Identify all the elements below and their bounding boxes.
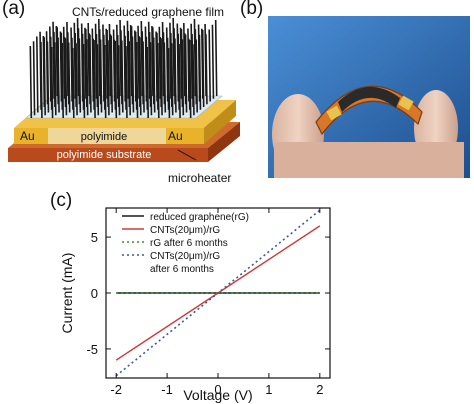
- cnt-strand: [110, 35, 113, 113]
- x-tick-label: 0: [214, 382, 221, 397]
- cnt-strand: [128, 41, 131, 116]
- device-photo: [268, 16, 470, 178]
- hand-lower: [274, 142, 464, 178]
- cnt-strand: [201, 29, 205, 108]
- cnt-strand: [99, 39, 103, 113]
- cnt-strand: [167, 47, 171, 119]
- cnt-strand: [61, 42, 64, 119]
- x-tick-label: 2: [316, 382, 323, 397]
- panel-label-c: (c): [50, 190, 73, 211]
- cnt-strand: [198, 34, 202, 110]
- polyimide-strip: [48, 128, 166, 144]
- cnt-strand: [82, 43, 86, 119]
- cnt-strand: [152, 37, 156, 113]
- device-gold-pad-2: [398, 95, 414, 111]
- legend-label: after 6 months: [150, 264, 214, 275]
- y-tick-label: -5: [86, 342, 98, 357]
- cnt-strand: [103, 44, 107, 119]
- y-axis-label: Current (mA): [59, 253, 75, 334]
- microheater-pointer: [177, 149, 197, 161]
- legend-label: reduced graphene(rG): [150, 212, 249, 223]
- cnt-strand: [40, 41, 43, 119]
- x-tick-label: 1: [265, 382, 272, 397]
- cnt-strand: [64, 38, 68, 116]
- cnt-strand: [142, 41, 145, 113]
- cnt-strand: [163, 42, 167, 113]
- cnt-strand: [205, 34, 208, 105]
- cnt-strand: [57, 37, 60, 113]
- cnt-strand: [32, 41, 36, 116]
- legend-label: CNTs(20μm)/rG: [150, 225, 220, 236]
- cnt-strand: [192, 44, 195, 116]
- panel-label-b: (b): [240, 0, 264, 19]
- cnt-strand: [160, 38, 163, 116]
- x-tick-label: -2: [110, 382, 122, 397]
- cnt-strand: [89, 34, 92, 113]
- cnt-strand: [214, 19, 218, 97]
- cnt-strand: [36, 36, 39, 113]
- substrate-side: [208, 122, 240, 162]
- cnt-strand: [181, 39, 185, 116]
- cnt-strand: [135, 41, 139, 119]
- cnt-strand: [195, 39, 198, 113]
- cnt-strand: [85, 39, 89, 116]
- cnt-strand: [157, 42, 160, 119]
- cnt-strand: [43, 37, 46, 116]
- cnt-strand: [139, 37, 142, 116]
- iv-chart: -2 -1 0 1 2 -5 0 5 reduced graphene(rG) CNTs(20μ…: [59, 207, 331, 403]
- legend-label: rG after 6 months: [150, 238, 228, 249]
- cnt-strand: [146, 46, 149, 119]
- polyimide-label: polyimide: [81, 131, 127, 143]
- device-gold-pad: [326, 105, 342, 121]
- cnt-strand: [121, 40, 124, 113]
- x-axis-label: Voltage (V): [183, 387, 252, 403]
- cnt-strand: [117, 45, 121, 116]
- device-electrode: [338, 86, 400, 112]
- cnt-strand: [149, 42, 153, 116]
- cnt-strand: [174, 38, 177, 113]
- cnt-strand: [96, 44, 100, 116]
- cnt-strand: [188, 39, 192, 119]
- cnt-forest: [29, 17, 218, 119]
- cnt-strand: [54, 42, 57, 116]
- cnt-strand: [170, 43, 174, 116]
- cnt-strand: [131, 36, 135, 113]
- au-left-label: Au: [20, 129, 35, 143]
- cnt-strand: [72, 47, 75, 119]
- microheater-label: microheater: [168, 171, 231, 185]
- x-tick-label: -1: [161, 382, 173, 397]
- gold-layer-side: [204, 100, 236, 144]
- cnt-strand: [93, 39, 96, 119]
- cnt-strand: [178, 43, 181, 119]
- cnt-strand: [107, 40, 110, 116]
- series-line-3: [115, 209, 321, 377]
- cnt-strand: [114, 40, 118, 119]
- cnt-strand: [75, 43, 78, 116]
- cnt-strand: [29, 45, 33, 119]
- cnt-strand: [67, 42, 71, 113]
- cnt-strand: [208, 29, 211, 102]
- film-title: CNTs/reduced graphene film: [72, 5, 224, 19]
- au-right-label: Au: [168, 129, 183, 143]
- substrate-label: polyimide substrate: [57, 149, 152, 161]
- cnt-strand: [50, 46, 54, 119]
- cnt-strand: [46, 41, 50, 113]
- cnt-strand: [125, 45, 128, 119]
- device-schematic: CNTs/reduced graphene film Au Au polyimi…: [8, 5, 240, 185]
- cnt-strand: [78, 38, 82, 113]
- panel-label-a: (a): [2, 0, 26, 19]
- legend-label: CNTs(20μm)/rG: [150, 251, 220, 262]
- y-tick-label: 5: [91, 230, 98, 245]
- cnt-strand: [184, 34, 188, 113]
- substrate-front: [8, 148, 208, 162]
- cnt-strand: [211, 24, 215, 99]
- y-tick-label: 0: [91, 286, 98, 301]
